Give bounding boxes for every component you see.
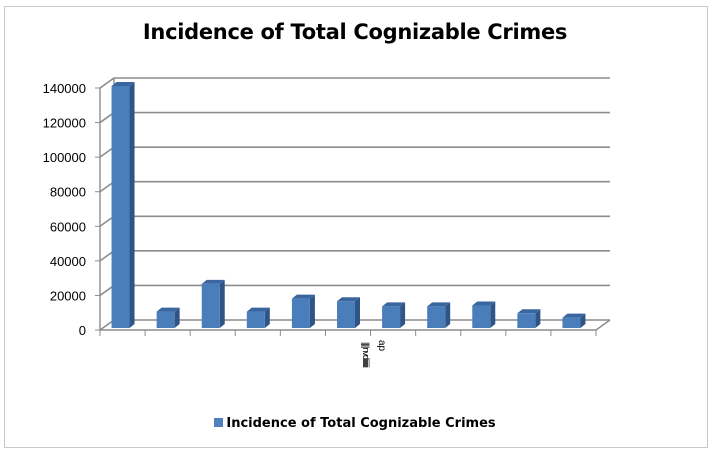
bar bbox=[517, 313, 536, 328]
bar bbox=[111, 86, 130, 328]
legend-swatch bbox=[214, 418, 224, 427]
bar bbox=[382, 306, 401, 328]
bar-side bbox=[129, 82, 135, 328]
bar-side bbox=[490, 301, 496, 328]
bar-top bbox=[337, 297, 360, 302]
bar bbox=[291, 298, 310, 328]
bar-side bbox=[355, 297, 360, 328]
y-tick-label: 120000 bbox=[43, 116, 86, 131]
legend-label: Incidence of Total Cognizable Crimes bbox=[226, 416, 496, 431]
bar bbox=[337, 301, 355, 328]
bar-side bbox=[309, 294, 315, 328]
y-tick-label: 100000 bbox=[43, 150, 86, 165]
bar-top bbox=[472, 301, 496, 306]
bar-top bbox=[156, 307, 180, 312]
bar-top bbox=[517, 309, 541, 314]
y-tick-label: 0 bbox=[79, 323, 86, 338]
bar-side bbox=[174, 307, 180, 328]
bar-top bbox=[427, 302, 451, 307]
bar-side bbox=[219, 279, 225, 328]
bar bbox=[427, 306, 446, 328]
bar bbox=[562, 317, 581, 328]
bar bbox=[156, 311, 175, 328]
bar-side bbox=[580, 313, 586, 328]
bar bbox=[246, 311, 265, 328]
chart-legend: Incidence of Total Cognizable Crimes bbox=[0, 416, 710, 431]
x-axis-label-garbled: ||||nvdiiiiiiii bbox=[361, 342, 371, 367]
bar-side bbox=[264, 307, 270, 328]
gridline-side bbox=[99, 77, 115, 89]
y-tick-label: 60000 bbox=[50, 219, 86, 234]
x-axis-label-fragment: ap bbox=[376, 340, 387, 352]
bar-top bbox=[201, 279, 225, 284]
bar bbox=[201, 283, 220, 328]
y-tick-label: 140000 bbox=[43, 81, 86, 96]
bar-top bbox=[246, 307, 270, 312]
bar-top bbox=[291, 294, 315, 299]
floor-edge bbox=[595, 319, 611, 331]
bar-side bbox=[445, 302, 451, 328]
bar-side bbox=[400, 302, 406, 328]
bar bbox=[472, 305, 491, 328]
chart-title: Incidence of Total Cognizable Crimes bbox=[142, 20, 568, 44]
bar-top bbox=[562, 313, 586, 318]
y-tick-label: 80000 bbox=[50, 185, 86, 200]
bar-side bbox=[535, 309, 541, 328]
bar-top bbox=[382, 302, 406, 307]
y-tick-label: 40000 bbox=[50, 254, 86, 269]
y-tick-label: 20000 bbox=[50, 288, 86, 303]
bar-top bbox=[111, 82, 135, 86]
